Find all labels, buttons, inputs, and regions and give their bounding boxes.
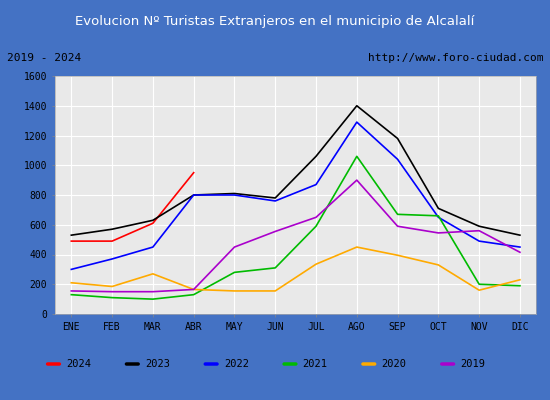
Text: 2023: 2023 bbox=[145, 359, 170, 369]
Text: 2024: 2024 bbox=[66, 359, 91, 369]
Text: http://www.foro-ciudad.com: http://www.foro-ciudad.com bbox=[368, 53, 543, 63]
Text: Evolucion Nº Turistas Extranjeros en el municipio de Alcalalí: Evolucion Nº Turistas Extranjeros en el … bbox=[75, 14, 475, 28]
Text: 2019: 2019 bbox=[460, 359, 485, 369]
Text: 2022: 2022 bbox=[224, 359, 249, 369]
Text: 2019 - 2024: 2019 - 2024 bbox=[7, 53, 81, 63]
Text: 2020: 2020 bbox=[381, 359, 406, 369]
Text: 2021: 2021 bbox=[302, 359, 328, 369]
